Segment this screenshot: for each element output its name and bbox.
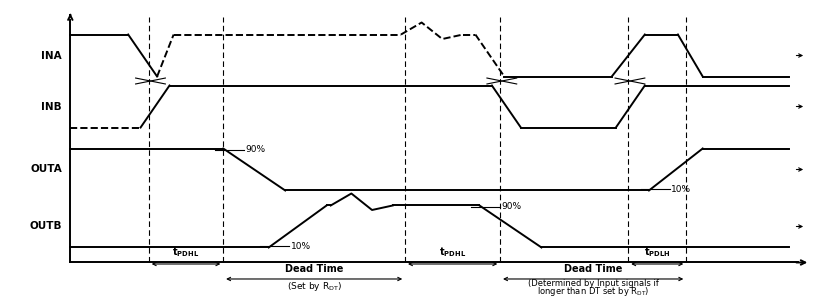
Text: OUTA: OUTA	[30, 165, 62, 175]
Text: $\mathbf{t}_{\mathbf{PDLH}}$: $\mathbf{t}_{\mathbf{PDLH}}$	[644, 245, 671, 258]
Text: INA: INA	[42, 51, 62, 61]
Text: 90%: 90%	[502, 202, 522, 211]
Text: (Determined by Input signals if: (Determined by Input signals if	[528, 279, 659, 288]
Text: Dead Time: Dead Time	[285, 265, 343, 275]
Text: 10%: 10%	[291, 242, 311, 251]
Text: longer than DT set by R$_{\mathrm{DT}}$): longer than DT set by R$_{\mathrm{DT}}$)	[537, 285, 650, 298]
Text: $\mathbf{t}_{\mathbf{PDHL}}$: $\mathbf{t}_{\mathbf{PDHL}}$	[172, 245, 200, 258]
Text: INB: INB	[42, 102, 62, 112]
Text: Dead Time: Dead Time	[564, 265, 622, 275]
Text: 10%: 10%	[671, 185, 691, 194]
Text: $\mathbf{t}_{\mathbf{PDHL}}$: $\mathbf{t}_{\mathbf{PDHL}}$	[439, 245, 466, 258]
Text: OUTB: OUTB	[29, 221, 62, 231]
Text: (Set by R$_{\mathrm{DT}}$): (Set by R$_{\mathrm{DT}}$)	[286, 280, 342, 293]
Text: 90%: 90%	[245, 145, 266, 154]
